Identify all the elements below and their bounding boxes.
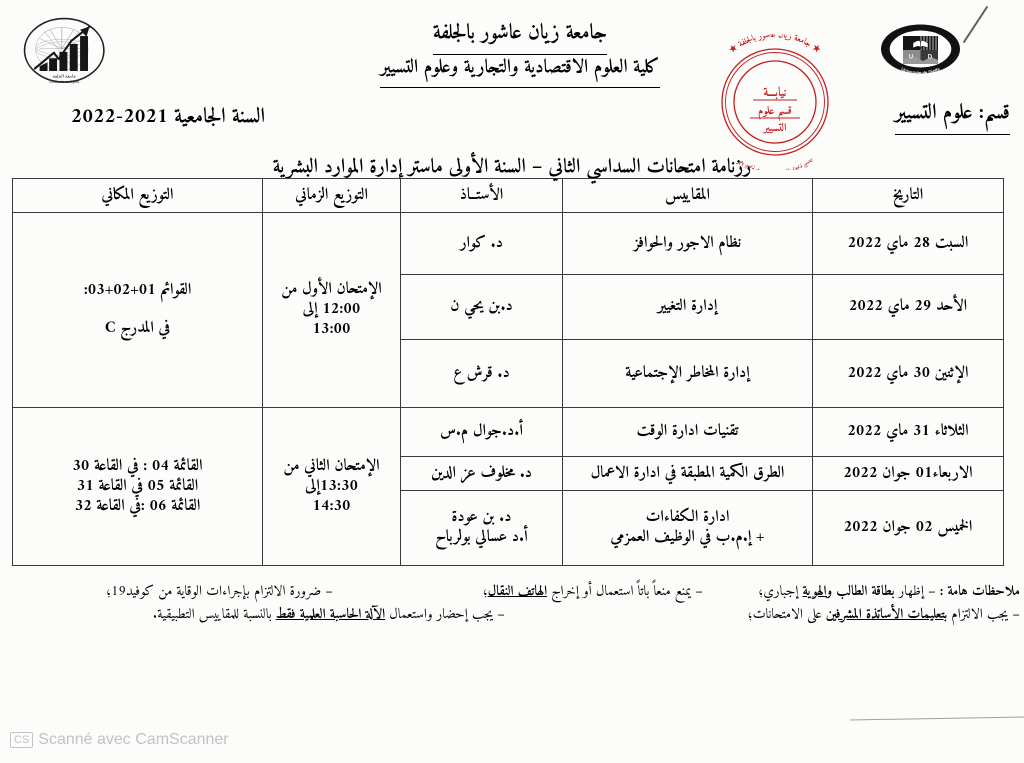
svg-text:جامعة الجلفة: جامعة الجلفة <box>53 73 77 78</box>
svg-text:D: D <box>928 54 933 61</box>
svg-text:جامعة الجلفة: جامعة الجلفة <box>910 16 932 22</box>
svg-text:U: U <box>909 54 914 61</box>
svg-text:Universite de Djelfa: Universite de Djelfa <box>49 80 79 84</box>
svg-text:★ جامعة زيان عاشور بالجلفة ★: ★ جامعة زيان عاشور بالجلفة ★ <box>726 34 825 58</box>
svg-text:التسيير: التسيير <box>762 119 787 139</box>
